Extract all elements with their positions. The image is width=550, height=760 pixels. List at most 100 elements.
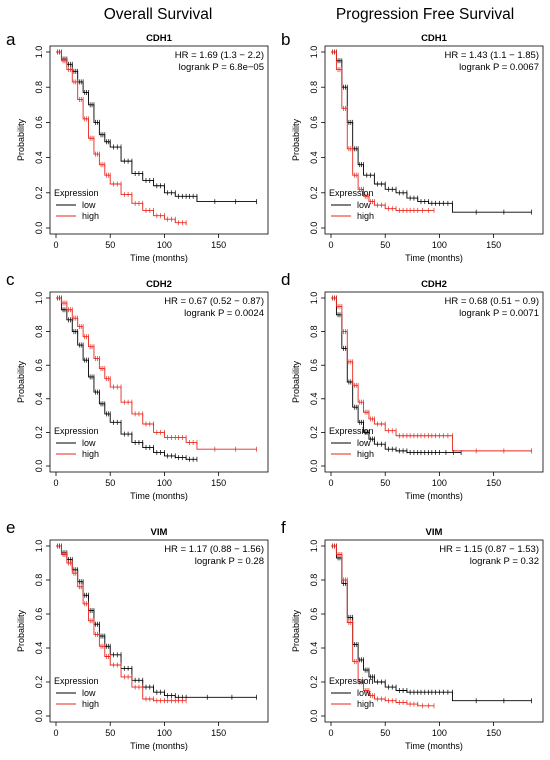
y-axis-label: Probability — [16, 360, 26, 403]
legend-label-high: high — [357, 449, 374, 459]
y-tick-label: 0.8 — [309, 325, 319, 338]
plot-frame — [324, 291, 544, 473]
legend-title: Expression — [329, 426, 374, 436]
km-curve-low — [56, 545, 257, 698]
y-axis-label: Probability — [291, 609, 301, 652]
gene-title: CDH1 — [421, 33, 448, 44]
panel-f: f VIM HR = 1.15 (0.87 − 1.53)logrank P = 0… — [281, 518, 544, 751]
logrank-p-text: logrank P = 0.28 — [195, 556, 264, 567]
y-tick-label: 0.6 — [34, 608, 44, 621]
panel-letter-a: a — [6, 30, 16, 49]
y-tick-label: 1.0 — [309, 292, 319, 305]
x-tick-label: 50 — [380, 478, 390, 488]
km-curve-high — [331, 297, 532, 452]
logrank-p-text: logrank P = 0.0071 — [459, 308, 539, 319]
x-tick-label: 100 — [157, 478, 172, 488]
km-curve-high — [331, 51, 434, 211]
plot-frame — [324, 539, 544, 723]
column-title-overall-survival: Overall Survival — [104, 6, 213, 23]
legend-title: Expression — [54, 676, 99, 686]
legend-label-high: high — [82, 449, 99, 459]
x-axis-label: Time (months) — [405, 253, 463, 263]
legend-label-low: low — [357, 688, 371, 698]
legend-label-high: high — [82, 211, 99, 221]
y-tick-label: 0.0 — [34, 460, 44, 473]
y-tick-label: 0.6 — [309, 359, 319, 372]
x-tick-label: 100 — [432, 728, 447, 738]
panel-d: d CDH2 HR = 0.68 (0.51 − 0.9)logrank P = 0… — [281, 270, 544, 501]
hazard-ratio-text: HR = 1.43 (1.1 − 1.85) — [444, 50, 539, 61]
plot-frame — [49, 291, 269, 473]
gene-title: VIM — [151, 527, 168, 538]
y-tick-label: 0.4 — [309, 393, 319, 406]
x-tick-label: 150 — [211, 728, 226, 738]
y-tick-label: 0.8 — [34, 325, 44, 338]
plot-frame — [49, 539, 269, 723]
x-tick-label: 100 — [432, 478, 447, 488]
y-tick-label: 0.2 — [34, 426, 44, 439]
y-axis-label: Probability — [291, 118, 301, 161]
plot-frame — [49, 45, 269, 235]
panel-b: b CDH1 HR = 1.43 (1.1 − 1.85)logrank P = 0… — [281, 30, 544, 263]
panel-e: e VIM HR = 1.17 (0.88 − 1.56)logrank P = 0… — [6, 518, 269, 751]
y-tick-label: 0.6 — [309, 116, 319, 129]
y-axis-label: Probability — [16, 609, 26, 652]
legend-title: Expression — [329, 676, 374, 686]
legend-label-high: high — [82, 699, 99, 709]
panel-letter-f: f — [281, 518, 286, 537]
y-axis-label: Probability — [16, 118, 26, 161]
legend-label-low: low — [357, 200, 371, 210]
x-axis-label: Time (months) — [405, 491, 463, 501]
y-tick-label: 0.2 — [309, 426, 319, 439]
panel-letter-d: d — [281, 270, 290, 289]
x-tick-label: 50 — [105, 728, 115, 738]
y-tick-label: 0.6 — [34, 359, 44, 372]
hazard-ratio-text: HR = 0.68 (0.51 − 0.9) — [444, 296, 539, 307]
y-tick-label: 1.0 — [309, 46, 319, 59]
panel-letter-c: c — [6, 270, 15, 289]
x-tick-label: 150 — [486, 478, 501, 488]
logrank-p-text: logrank P = 0.0024 — [184, 308, 264, 319]
logrank-p-text: logrank P = 6.8e−05 — [179, 62, 264, 73]
gene-title: CDH1 — [146, 33, 173, 44]
gene-title: CDH2 — [146, 279, 172, 290]
x-tick-label: 50 — [380, 240, 390, 250]
x-axis-label: Time (months) — [130, 741, 188, 751]
legend-label-low: low — [82, 200, 96, 210]
legend-label-high: high — [357, 211, 374, 221]
x-tick-label: 0 — [328, 728, 333, 738]
y-tick-label: 0.4 — [309, 151, 319, 164]
x-tick-label: 0 — [328, 478, 333, 488]
km-curve-low — [56, 51, 257, 203]
x-tick-label: 50 — [105, 240, 115, 250]
gene-title: VIM — [426, 527, 443, 538]
x-tick-label: 50 — [105, 478, 115, 488]
x-tick-label: 150 — [211, 478, 226, 488]
legend-label-low: low — [82, 688, 96, 698]
gene-title: CDH2 — [421, 279, 447, 290]
hazard-ratio-text: HR = 1.17 (0.88 − 1.56) — [164, 544, 264, 555]
y-tick-label: 0.0 — [309, 710, 319, 723]
x-tick-label: 0 — [53, 240, 58, 250]
plot-frame — [324, 45, 544, 235]
legend-label-low: low — [357, 438, 371, 448]
y-tick-label: 0.2 — [309, 187, 319, 200]
y-tick-label: 0.6 — [309, 608, 319, 621]
legend-title: Expression — [329, 188, 374, 198]
x-tick-label: 0 — [328, 240, 333, 250]
legend-title: Expression — [54, 188, 99, 198]
logrank-p-text: logrank P = 0.32 — [470, 556, 539, 567]
legend-label-high: high — [357, 699, 374, 709]
x-tick-label: 50 — [380, 728, 390, 738]
hazard-ratio-text: HR = 1.69 (1.3 − 2.2) — [175, 50, 264, 61]
y-tick-label: 0.2 — [309, 676, 319, 689]
y-tick-label: 0.4 — [34, 642, 44, 655]
y-tick-label: 0.0 — [34, 710, 44, 723]
km-curve-high — [331, 545, 434, 707]
y-tick-label: 0.8 — [309, 574, 319, 587]
x-tick-label: 100 — [157, 728, 172, 738]
y-tick-label: 1.0 — [34, 292, 44, 305]
column-title-progression-free-survival: Progression Free Survival — [336, 6, 514, 23]
